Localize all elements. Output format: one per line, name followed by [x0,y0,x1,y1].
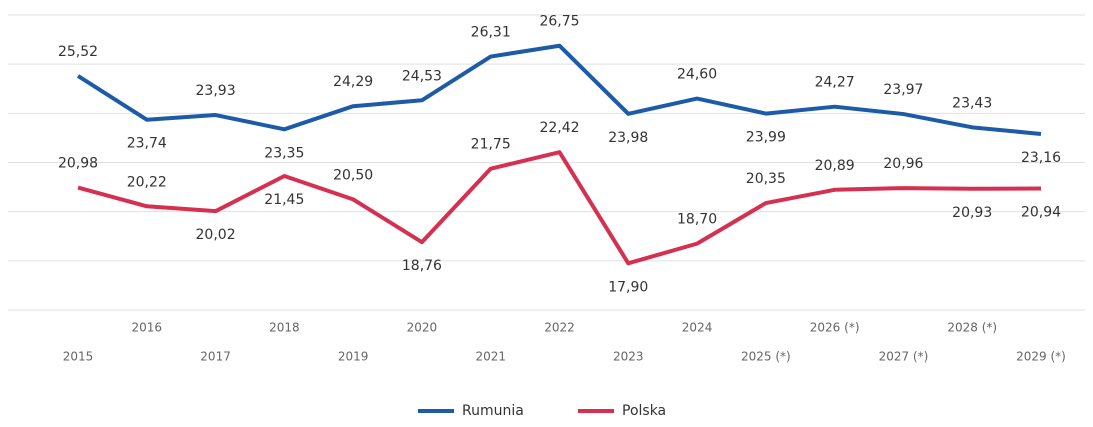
data-label: 20,22 [127,174,167,190]
data-label: 23,16 [1021,150,1061,166]
data-label: 23,97 [883,82,923,98]
data-label: 23,99 [746,130,786,146]
data-label: 23,93 [196,83,236,99]
data-label: 25,52 [58,44,98,60]
data-label: 20,35 [746,171,786,187]
data-label: 20,02 [196,227,236,243]
data-label: 24,29 [333,74,373,90]
data-label: 23,74 [127,136,167,152]
data-label: 24,27 [815,75,855,91]
x-tick-label: 2025 (*) [741,350,791,364]
x-tick-label: 2018 [269,321,300,335]
x-tick-label: 2020 [407,321,438,335]
series-line [76,43,1042,136]
x-tick-label: 2024 [682,321,713,335]
data-label: 23,98 [608,130,648,146]
series-line [77,150,1042,266]
x-tick-label: 2027 (*) [879,350,929,364]
data-label: 20,96 [883,156,923,172]
x-tick-label: 2026 (*) [810,321,860,335]
x-tick-label: 2021 [475,350,506,364]
data-label: 20,50 [333,167,373,183]
data-label: 23,43 [952,95,992,111]
data-label: 26,75 [539,14,579,30]
data-label: 20,94 [1021,205,1061,221]
x-tick-label: 2029 (*) [1016,350,1066,364]
data-label: 24,53 [402,68,442,84]
data-label: 26,31 [471,25,511,41]
data-label: 20,98 [58,156,98,172]
x-tick-label: 2019 [338,350,369,364]
data-label: 20,89 [815,158,855,174]
x-tick-label: 2023 [613,350,644,364]
data-label: 18,70 [677,212,717,228]
data-label: 24,60 [677,67,717,83]
data-label: 22,42 [539,120,579,136]
data-label: 20,93 [952,205,992,221]
data-label: 18,76 [402,258,442,274]
legend-label: Polska [622,403,666,419]
data-label: 23,35 [264,145,304,161]
x-tick-label: 2022 [544,321,575,335]
data-label: 21,75 [471,137,511,153]
x-tick-label: 2015 [63,350,94,364]
x-tick-label: 2028 (*) [947,321,997,335]
x-tick-label: 2016 [132,321,163,335]
data-label: 21,45 [264,192,304,208]
data-label: 17,90 [608,279,648,295]
x-tick-label: 2017 [200,350,231,364]
legend-label: Rumunia [462,403,524,419]
